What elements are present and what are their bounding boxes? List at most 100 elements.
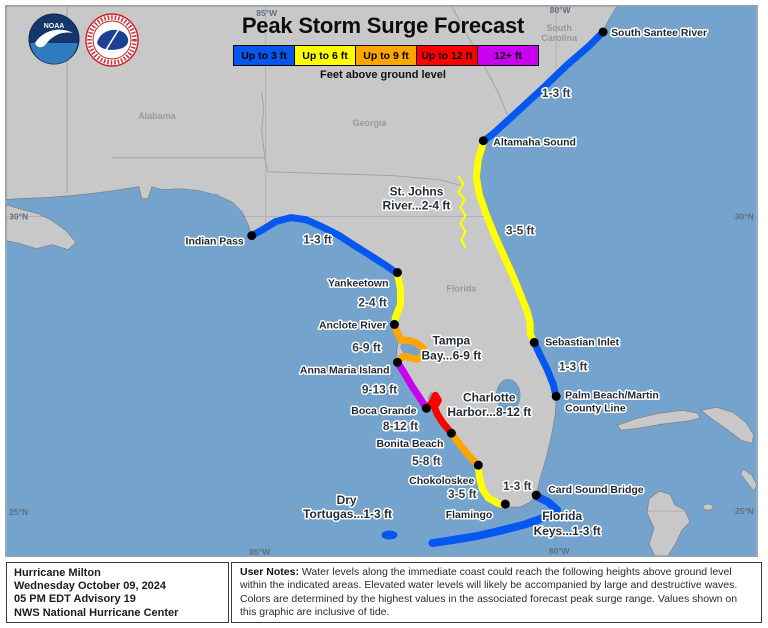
legend-subtitle: Feet above ground level — [320, 69, 446, 81]
legend-label: Up to 12 ft — [421, 49, 473, 62]
label-chokoloskee: Chokoloskee — [409, 476, 474, 487]
advisory-number: 05 PM EDT Advisory 19 — [14, 593, 136, 606]
label-palm-beach-martin-2: County Line — [565, 403, 626, 414]
range-annamaria-boca: 9-13 ft — [362, 382, 397, 396]
surge-segment-tampa-bay — [390, 320, 427, 366]
label-charlotte-harbor-1: Charlotte — [463, 390, 516, 404]
grid-label-30n-right: 30°N — [735, 212, 754, 222]
grid-label-30n-left: 30°N — [9, 212, 28, 222]
advisory-info-panel: Hurricane Milton Wednesday October 09, 2… — [6, 562, 229, 623]
marker-yankeetown — [392, 268, 402, 278]
legend-label: Up to 6 ft — [302, 49, 348, 62]
grid-label-80w-top: 80°W — [550, 6, 571, 15]
surge-map: Alabama Georgia Florida South Carolina 8… — [6, 6, 757, 556]
land-eleuthera — [740, 468, 757, 492]
legend-item-up-to-12ft: Up to 12 ft — [416, 45, 478, 66]
advisory-date: Wednesday October 09, 2024 — [14, 580, 167, 593]
marker-indian-pass — [247, 231, 257, 241]
label-anclote-river: Anclote River — [319, 320, 387, 331]
grid-label-25n-left: 25°N — [9, 507, 28, 517]
legend-item-up-to-6ft: Up to 6 ft — [294, 45, 356, 66]
label-bonita-beach: Bonita Beach — [376, 439, 443, 450]
water-lake-okeechobee — [495, 379, 521, 412]
land-louisiana-delta — [6, 204, 77, 250]
legend-label: Up to 3 ft — [241, 49, 287, 62]
legend-item-up-to-3ft: Up to 3 ft — [233, 45, 295, 66]
water-apalachicola-bay — [230, 209, 243, 217]
range-sc-coast: 1-3 ft — [542, 86, 571, 100]
range-east-coast: 1-3 ft — [559, 359, 588, 373]
land-grand-bahama — [616, 409, 701, 431]
legend-label: 12+ ft — [494, 49, 522, 62]
label-anna-maria-island: Anna Maria Island — [300, 365, 390, 376]
graticule — [6, 6, 757, 556]
svg-text:NOAA: NOAA — [44, 23, 65, 30]
label-dry-tortugas-2: Tortugas...1-3 ft — [303, 507, 392, 521]
marker-flamingo — [500, 499, 510, 509]
surge-st-johns-river — [457, 175, 467, 249]
surge-segment-sebastian-to-palm-beach — [530, 338, 560, 400]
legend-item-12plus-ft: 12+ ft — [477, 45, 539, 66]
label-dry-tortugas-1: Dry — [337, 493, 357, 507]
surge-segment-altamaha-to-sebastian — [472, 139, 538, 346]
grid-label-85w-bottom: 85°W — [249, 547, 270, 556]
water-pensacola-bay — [176, 190, 193, 199]
range-yankeetown-anclote: 2-4 ft — [358, 295, 387, 309]
marker-chokoloskee — [473, 460, 483, 470]
surge-segment-bonita-to-chokoloskee — [447, 429, 482, 469]
label-boca-grande: Boca Grande — [351, 406, 416, 417]
label-florida-keys-1: Florida — [542, 509, 582, 523]
surge-segment-indian-pass-to-yankeetown — [248, 214, 401, 278]
label-tampa-bay-2: Bay...6-9 ft — [422, 348, 482, 362]
label-indian-pass: Indian Pass — [186, 237, 244, 248]
user-notes-panel: User Notes: Water levels along the immed… — [231, 562, 762, 623]
marker-sebastian-inlet — [529, 337, 539, 347]
state-label-south-carolina-1: South — [546, 23, 571, 33]
state-label-alabama: Alabama — [138, 111, 176, 121]
surge-segment-south-santee-to-altamaha — [481, 28, 607, 144]
label-palm-beach-martin-1: Palm Beach/Martin — [565, 390, 659, 401]
label-st-johns-2: River...2-4 ft — [383, 199, 451, 213]
grid-label-25n-right: 25°N — [735, 506, 754, 516]
surge-segment-florida-keys — [428, 492, 562, 548]
land-abaco — [700, 406, 755, 444]
label-south-santee-river: South Santee River — [611, 28, 707, 39]
label-tampa-bay-1: Tampa — [433, 333, 471, 347]
range-bonita-chokoloskee: 5-8 ft — [412, 454, 441, 468]
user-notes-text: Water levels along the immediate coast c… — [240, 566, 738, 619]
label-st-johns-1: St. Johns — [389, 185, 443, 199]
marker-palm-beach-martin — [551, 391, 561, 401]
svg-text:· · ·: · · · — [107, 57, 116, 63]
surge-dry-tortugas — [381, 530, 398, 540]
user-notes-label: User Notes: — [240, 566, 299, 578]
water-choctawhatchee-bay — [206, 193, 221, 202]
marker-south-santee-river — [598, 27, 608, 37]
surge-segment-anna-maria-to-boca-grande — [393, 358, 430, 412]
surge-segment-yankeetown-to-anclote — [390, 270, 404, 328]
range-ga-coast: 3-5 ft — [506, 224, 535, 238]
range-anclote-annamaria: 6-9 ft — [352, 340, 381, 354]
marker-anclote-river — [389, 319, 399, 329]
land-small-island — [702, 503, 714, 511]
map-canvas: Alabama Georgia Florida South Carolina 8… — [5, 5, 758, 557]
state-label-florida: Florida — [446, 283, 477, 293]
grid-label-85w-top: 85°W — [256, 8, 277, 18]
range-panhandle: 1-3 ft — [303, 233, 332, 247]
grid-label-80w-bottom: 80°W — [549, 546, 570, 556]
page-title: Peak Storm Surge Forecast — [241, 13, 525, 38]
range-chokoloskee-flamingo: 3-5 ft — [448, 487, 477, 501]
state-borders — [66, 6, 508, 193]
advisory-storm-name: Hurricane Milton — [14, 567, 101, 579]
state-label-georgia: Georgia — [353, 118, 388, 128]
marker-anna-maria-island — [392, 357, 402, 367]
surge-segment-chokoloskee-to-flamingo — [474, 461, 509, 509]
label-card-sound-bridge: Card Sound Bridge — [548, 485, 644, 496]
surge-legend: Up to 3 ft Up to 6 ft Up to 9 ft Up to 1… — [233, 45, 539, 66]
label-florida-keys-2: Keys...1-3 ft — [534, 524, 601, 538]
label-altamaha-sound: Altamaha Sound — [493, 138, 576, 149]
label-flamingo: Flamingo — [446, 510, 493, 521]
legend-label: Up to 9 ft — [363, 49, 409, 62]
state-label-south-carolina-2: Carolina — [541, 33, 578, 43]
marker-boca-grande — [421, 403, 431, 413]
marker-bonita-beach — [446, 428, 456, 438]
